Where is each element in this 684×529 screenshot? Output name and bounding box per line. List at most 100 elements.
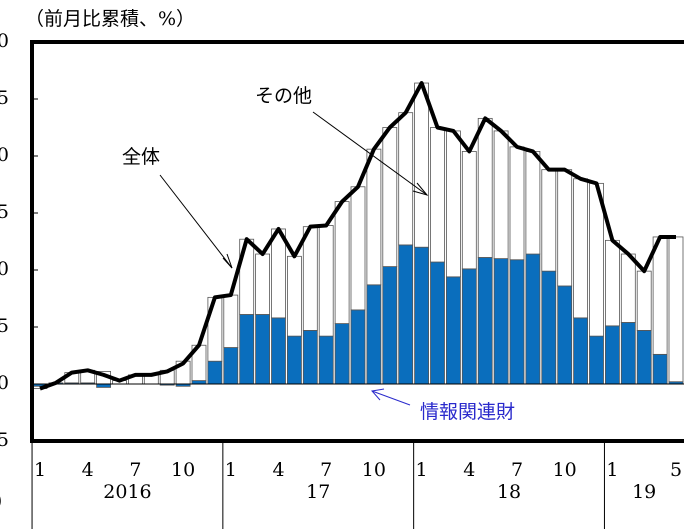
y-tick-label: 0 xyxy=(0,372,9,394)
x-axis-unit: （年） xyxy=(0,491,14,513)
bar xyxy=(302,330,318,385)
x-tick-label: 10 xyxy=(171,459,195,481)
bar xyxy=(96,383,111,388)
x-tick-label: 4 xyxy=(272,459,284,481)
bar xyxy=(636,330,652,385)
bar xyxy=(493,130,509,259)
bar xyxy=(636,270,652,331)
bar xyxy=(525,253,541,385)
bar xyxy=(350,186,366,311)
bar xyxy=(493,258,509,385)
y-tick-label: 25 xyxy=(0,87,9,109)
chart-title: （前月比累積、%） xyxy=(25,8,195,30)
bar xyxy=(652,236,668,355)
y-tick-label: 15 xyxy=(0,201,9,223)
x-tick-label: 10 xyxy=(362,459,386,481)
bar xyxy=(414,246,430,385)
bar xyxy=(223,294,239,348)
bar xyxy=(318,335,334,385)
y-tick-label: -5 xyxy=(0,429,9,451)
x-group-label: 2016 xyxy=(103,481,151,503)
bar xyxy=(366,148,382,286)
bar xyxy=(286,335,302,385)
bar xyxy=(652,353,668,385)
arrow xyxy=(159,174,233,269)
bar xyxy=(302,226,318,331)
bar xyxy=(430,127,445,263)
plot-area xyxy=(32,81,684,391)
bar xyxy=(557,285,573,385)
y-tick-label: 30 xyxy=(0,30,9,52)
arrow xyxy=(371,390,411,406)
bar xyxy=(382,127,398,267)
bar xyxy=(509,259,525,385)
x-tick-label: 1 xyxy=(416,459,428,481)
x-tick-label: 7 xyxy=(129,459,141,481)
bar xyxy=(318,225,334,337)
x-tick-label: 4 xyxy=(82,459,94,481)
bar xyxy=(223,347,239,385)
bar xyxy=(605,325,620,385)
bar xyxy=(366,284,382,385)
bar xyxy=(207,360,223,385)
x-tick-label: 4 xyxy=(463,459,475,481)
bar xyxy=(398,244,414,385)
bar xyxy=(350,309,366,385)
x-group-label: 19 xyxy=(632,481,656,503)
bar xyxy=(334,323,350,385)
arrow xyxy=(312,111,428,196)
x-tick-label: 1 xyxy=(606,459,618,481)
bar xyxy=(620,253,636,323)
bar xyxy=(382,266,398,385)
bar xyxy=(573,178,588,319)
y-tick-label: 20 xyxy=(0,144,9,166)
bar xyxy=(334,201,350,324)
x-group-label: 18 xyxy=(497,481,521,503)
x-tick-label: 5 xyxy=(670,459,682,481)
bar xyxy=(605,239,620,327)
line-series xyxy=(39,81,676,391)
y-tick-label: 10 xyxy=(0,258,9,280)
bar xyxy=(255,314,271,385)
annotations xyxy=(159,111,429,406)
bar xyxy=(271,228,286,319)
bar xyxy=(286,255,302,337)
annotation: 全体 xyxy=(122,146,160,168)
bar xyxy=(620,322,636,385)
x-tick-label: 10 xyxy=(553,459,577,481)
bar xyxy=(573,317,588,385)
annotation: その他 xyxy=(255,85,312,107)
bar xyxy=(239,314,255,385)
x-tick-label: 7 xyxy=(320,459,332,481)
annotation: 情報関連財 xyxy=(420,401,515,423)
y-tick-label: 5 xyxy=(0,315,9,337)
x-tick-label: 7 xyxy=(511,459,523,481)
arrow-head xyxy=(371,388,385,401)
bar xyxy=(525,151,541,255)
arrow-head xyxy=(222,253,233,269)
bar xyxy=(461,268,477,385)
bar xyxy=(445,276,461,385)
bar xyxy=(589,335,604,385)
bar xyxy=(191,380,207,385)
bar xyxy=(271,317,286,385)
bar xyxy=(398,112,414,246)
x-tick-label: 1 xyxy=(225,459,237,481)
bar xyxy=(541,169,557,272)
bar xyxy=(541,270,557,385)
bar xyxy=(445,130,461,278)
bar xyxy=(557,169,573,287)
bar xyxy=(477,257,493,385)
bar xyxy=(414,82,430,248)
arrow-head xyxy=(412,182,429,196)
bar xyxy=(668,236,684,383)
x-group-label: 17 xyxy=(306,481,330,503)
bar xyxy=(461,151,477,270)
bar xyxy=(255,253,271,315)
bar xyxy=(430,261,445,385)
x-tick-label: 1 xyxy=(34,459,46,481)
plot-frame xyxy=(30,40,684,443)
bar xyxy=(509,146,525,261)
bar xyxy=(477,117,493,258)
